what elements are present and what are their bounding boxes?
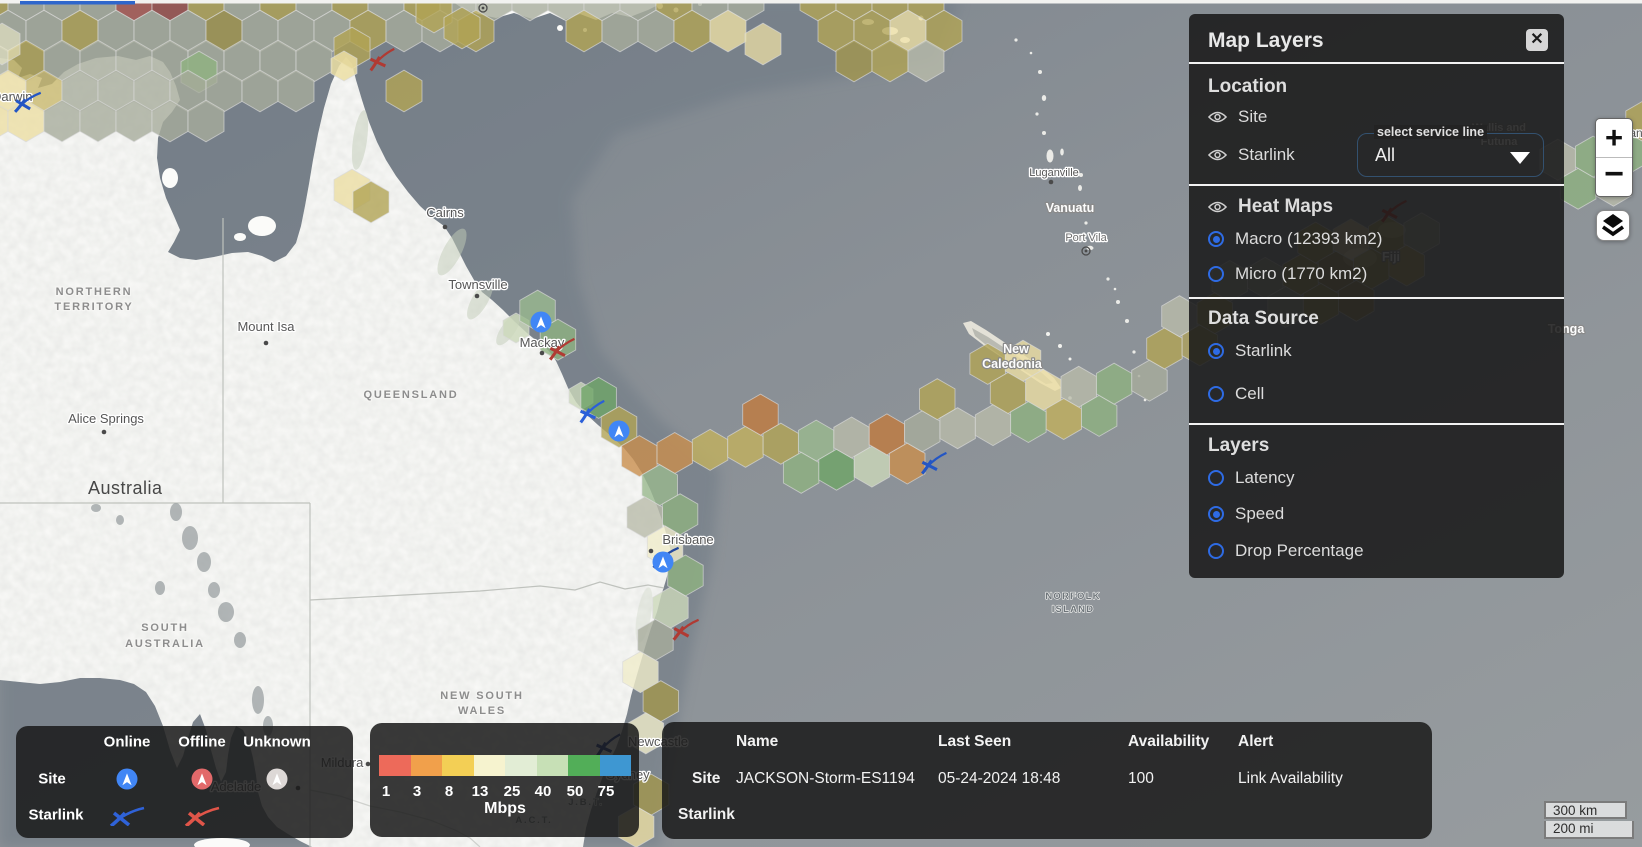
- svg-text:Caledonia: Caledonia: [982, 357, 1043, 371]
- svg-text:Alice Springs: Alice Springs: [68, 411, 144, 426]
- svg-text:Luganville: Luganville: [1029, 167, 1079, 179]
- svg-text:NORFOLK: NORFOLK: [1045, 591, 1100, 602]
- svg-text:Mount Isa: Mount Isa: [237, 319, 295, 334]
- svg-text:NORTHERN: NORTHERN: [56, 286, 133, 298]
- svg-text:Cairns: Cairns: [426, 205, 464, 220]
- svg-text:NEW SOUTH: NEW SOUTH: [440, 690, 523, 702]
- svg-text:Mackay: Mackay: [520, 335, 565, 350]
- svg-text:Townsville: Townsville: [448, 277, 507, 292]
- svg-text:Port Vila: Port Vila: [1065, 232, 1107, 244]
- svg-text:WALES: WALES: [458, 705, 506, 717]
- svg-text:New: New: [1003, 342, 1029, 356]
- svg-text:Vanuatu: Vanuatu: [1046, 201, 1095, 215]
- svg-text:QUEENSLAND: QUEENSLAND: [363, 389, 458, 401]
- svg-text:Brisbane: Brisbane: [662, 532, 713, 547]
- svg-text:Australia: Australia: [88, 478, 163, 498]
- svg-text:ISLAND: ISLAND: [1052, 604, 1095, 615]
- svg-text:AUSTRALIA: AUSTRALIA: [125, 638, 205, 650]
- svg-text:SOUTH: SOUTH: [141, 622, 189, 634]
- svg-text:TERRITORY: TERRITORY: [54, 301, 133, 313]
